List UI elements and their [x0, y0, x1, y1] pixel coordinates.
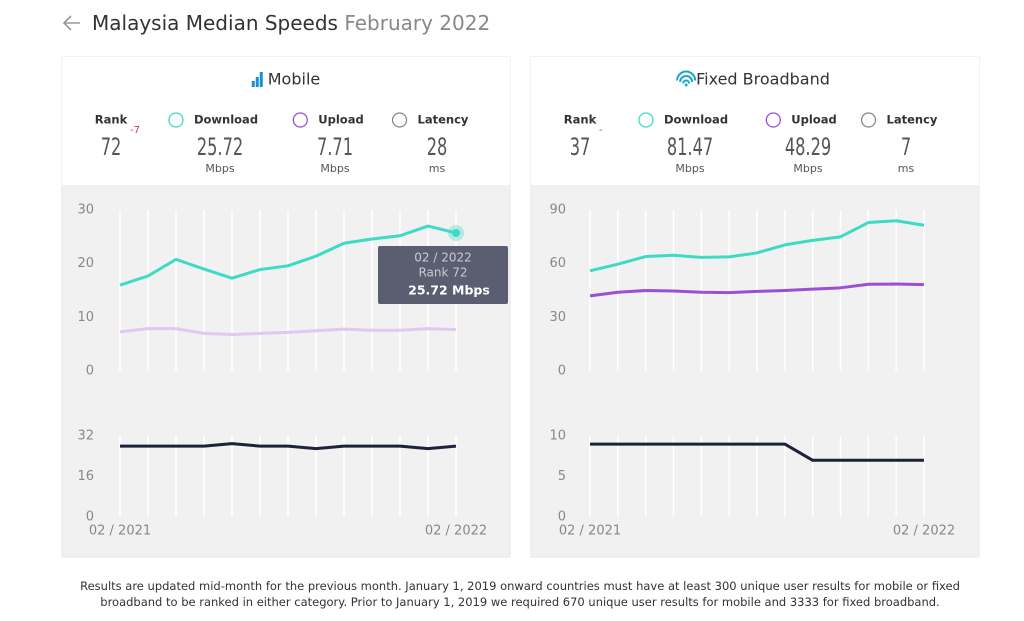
stat-icon: [765, 112, 781, 128]
y-tick-label: 10: [549, 429, 566, 444]
tooltip-value: 25.72 Mbps: [408, 283, 490, 298]
x-tick-label: 02 / 2021: [559, 524, 621, 539]
x-tick-label: 02 / 2021: [89, 524, 151, 539]
y-tick-label: 0: [558, 364, 566, 379]
rank-change: -: [599, 125, 603, 136]
stat-icon: [638, 112, 654, 128]
card-header: [531, 57, 979, 185]
y-tick-label: 16: [77, 469, 94, 484]
y-tick-label: 30: [77, 203, 94, 218]
stat-label: Rank: [95, 113, 128, 127]
series-line: [589, 219, 925, 273]
stat-label: Upload: [791, 113, 836, 127]
stat-icon: [168, 112, 184, 128]
stat-icon: [860, 112, 877, 128]
series-line: [589, 282, 925, 298]
y-tick-label: 20: [77, 256, 94, 271]
y-tick-label: 32: [77, 429, 94, 444]
stat-value: 72: [101, 133, 122, 161]
back-arrow[interactable]: [62, 15, 80, 31]
y-tick-label: 5: [558, 469, 566, 484]
stat-icon: [391, 112, 408, 128]
x-tick-label: 02 / 2022: [893, 524, 955, 539]
y-tick-label: 0: [558, 510, 566, 525]
stat-icon: [292, 112, 308, 128]
stat-value: 25.72: [197, 133, 243, 161]
stat-value: 7.71: [317, 133, 353, 161]
stat-unit: Mbps: [793, 162, 822, 175]
series-line: [119, 224, 457, 287]
tooltip-rank: Rank 72: [418, 266, 467, 280]
stat-label: Download: [664, 113, 728, 127]
panel-title: Fixed Broadband: [696, 70, 830, 89]
stat-label: Download: [194, 113, 258, 127]
stat-unit: Mbps: [205, 162, 234, 175]
mobile-icon: [251, 81, 255, 87]
page-title: Malaysia Median Speeds February 2022: [92, 11, 490, 35]
series-line: [119, 327, 457, 337]
y-tick-label: 30: [549, 310, 566, 325]
footnote: Results are updated mid-month for the pr…: [80, 579, 960, 609]
hover-point: [452, 228, 460, 237]
stat-label: Rank: [564, 113, 597, 127]
mobile-icon: [255, 77, 259, 87]
tooltip: [378, 246, 508, 304]
y-tick-label: 60: [549, 256, 566, 271]
wifi-icon: [679, 75, 694, 83]
y-tick-label: 90: [549, 203, 566, 218]
stat-label: Upload: [318, 113, 363, 127]
tooltip-period: 02 / 2022: [414, 251, 471, 265]
y-tick-label: 0: [86, 364, 94, 379]
series-line: [590, 442, 924, 462]
stat-unit: Mbps: [320, 162, 349, 175]
stat-unit: ms: [898, 162, 915, 175]
title: Malaysia Median Speeds: [92, 11, 338, 35]
y-tick-label: 10: [77, 310, 94, 325]
series-line: [120, 442, 457, 451]
wifi-icon: [676, 70, 697, 81]
stat-unit: ms: [429, 162, 446, 175]
stat-value: 81.47: [667, 133, 713, 161]
wifi-icon: [682, 79, 691, 84]
stat-label: Latency: [887, 113, 938, 127]
y-tick-label: 0: [86, 510, 94, 525]
card-header: [62, 57, 510, 185]
panel-title: Mobile: [268, 70, 320, 89]
stat-value: 37: [570, 133, 591, 161]
x-tick-label: 02 / 2022: [425, 524, 487, 539]
stat-value: 7: [901, 133, 911, 161]
stat-value: 28: [427, 133, 448, 161]
period: February 2022: [344, 11, 490, 35]
stat-unit: Mbps: [675, 162, 704, 175]
wifi-icon: [684, 83, 688, 87]
mobile-icon: [259, 72, 263, 87]
stat-value: 48.29: [785, 133, 831, 161]
stat-label: Latency: [418, 113, 469, 127]
rank-change: -7: [130, 125, 140, 136]
